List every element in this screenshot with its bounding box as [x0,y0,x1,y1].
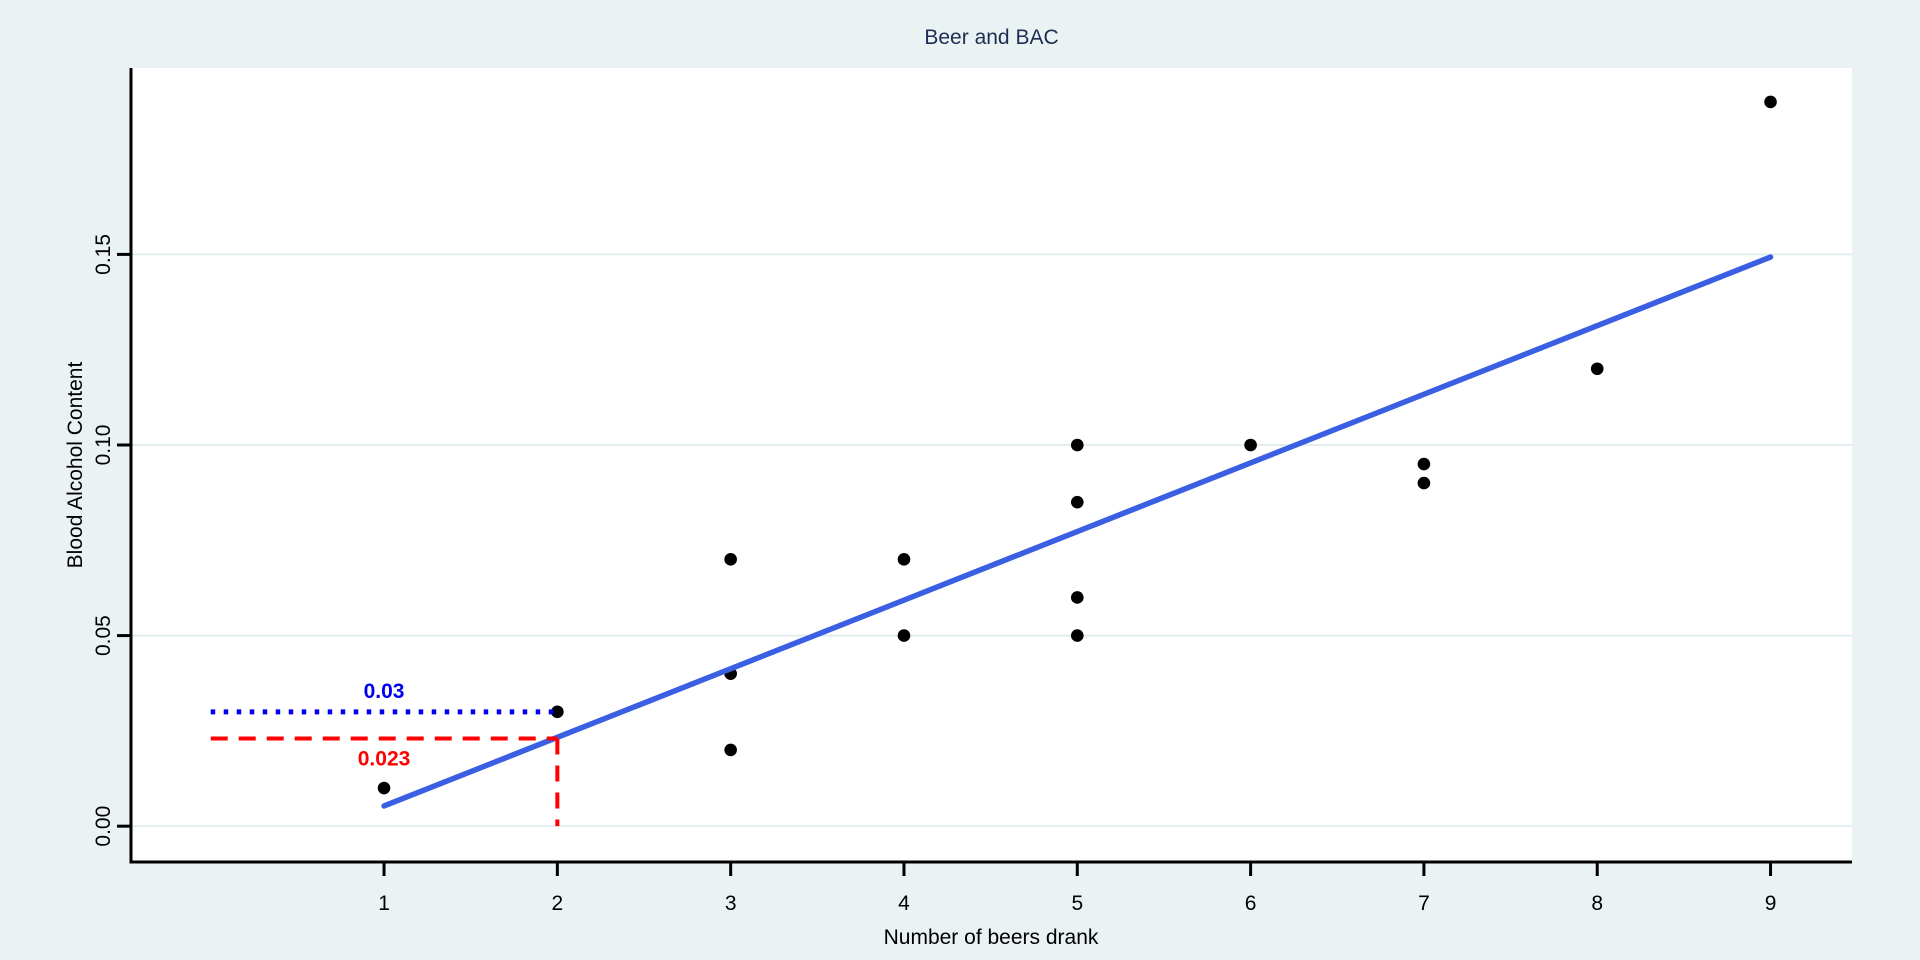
annotation-blue-value: 0.03 [364,680,405,703]
data-point [1070,591,1084,604]
x-axis-title: Number of beers drank [884,926,1099,949]
x-tick-label: 4 [898,892,910,915]
data-point [377,781,391,795]
data-point [1417,457,1431,471]
data-point [1417,476,1431,490]
y-axis-title: Blood Alcohol Content [64,362,87,569]
data-point [897,553,911,566]
plot-background-layer [131,68,1852,862]
data-point [1764,95,1777,109]
y-tick-label: 0.10 [92,425,115,466]
x-tick-label: 8 [1591,892,1603,915]
data-point [551,705,564,719]
annotation-red-value: 0.023 [358,747,411,770]
data-point [1590,362,1604,376]
y-tick-label: 0.00 [92,806,115,847]
y-tick-label: 0.15 [92,234,115,275]
x-tick-label: 3 [725,892,737,915]
x-tick-label: 9 [1765,892,1777,915]
x-tick-label: 2 [552,892,564,915]
y-tick-label: 0.05 [92,615,115,656]
data-point [897,629,911,642]
gridlines-layer [131,253,1852,828]
data-point [1070,438,1084,452]
fit-line [381,254,1774,809]
x-tick-label: 6 [1245,892,1257,915]
plot-area [131,68,1852,862]
data-point [1070,495,1084,509]
data-point [724,743,737,757]
x-tick-label: 7 [1418,892,1430,915]
data-point [724,553,737,566]
chart-title: Beer and BAC [924,26,1059,49]
data-point [1244,438,1257,452]
annotation-layer [210,709,560,827]
x-tick-label: 5 [1071,892,1083,915]
x-tick-label: 1 [378,892,390,915]
data-point [1070,629,1084,642]
data-layer [377,95,1777,809]
axes-layer: 1 2 3 4 5 6 7 8 9 0.00 0.05 0.10 0.15 [92,68,1852,915]
